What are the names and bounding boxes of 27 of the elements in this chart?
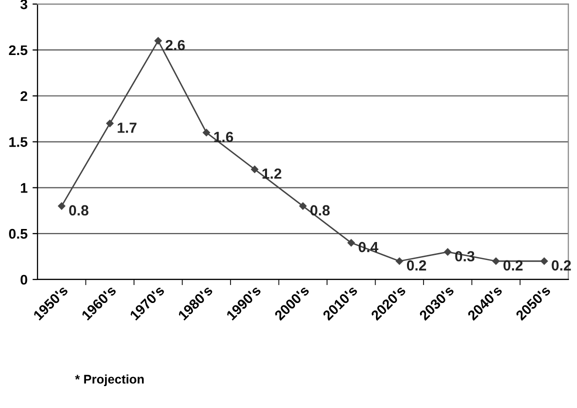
data-label: 1.2 xyxy=(262,168,282,179)
y-tick-label: 1 xyxy=(20,183,28,193)
y-tick-label: 1.5 xyxy=(9,137,28,147)
data-label: 0.2 xyxy=(503,260,523,271)
point xyxy=(251,166,258,173)
point xyxy=(202,128,210,136)
point xyxy=(396,257,404,265)
data-label: 0.2 xyxy=(552,260,571,271)
y-tick-label: 2 xyxy=(20,91,28,101)
data-label: 0.2 xyxy=(406,260,426,271)
data-label: 1.6 xyxy=(214,132,234,142)
point xyxy=(299,202,307,210)
text: * Projection xyxy=(75,374,144,386)
point xyxy=(154,37,162,44)
point xyxy=(444,248,452,256)
point xyxy=(540,257,548,265)
y-tick-label: 0.5 xyxy=(9,228,28,239)
point xyxy=(58,202,66,210)
data-label: 1.7 xyxy=(118,122,136,133)
y-tick-label: 0 xyxy=(20,274,28,285)
data-label: 2.6 xyxy=(166,40,185,50)
y-tick-label: 2.5 xyxy=(8,45,28,56)
data-label: 0.8 xyxy=(69,205,88,216)
point xyxy=(106,120,114,128)
point xyxy=(348,239,355,246)
point xyxy=(492,257,500,265)
data-label: 0.8 xyxy=(310,205,330,216)
